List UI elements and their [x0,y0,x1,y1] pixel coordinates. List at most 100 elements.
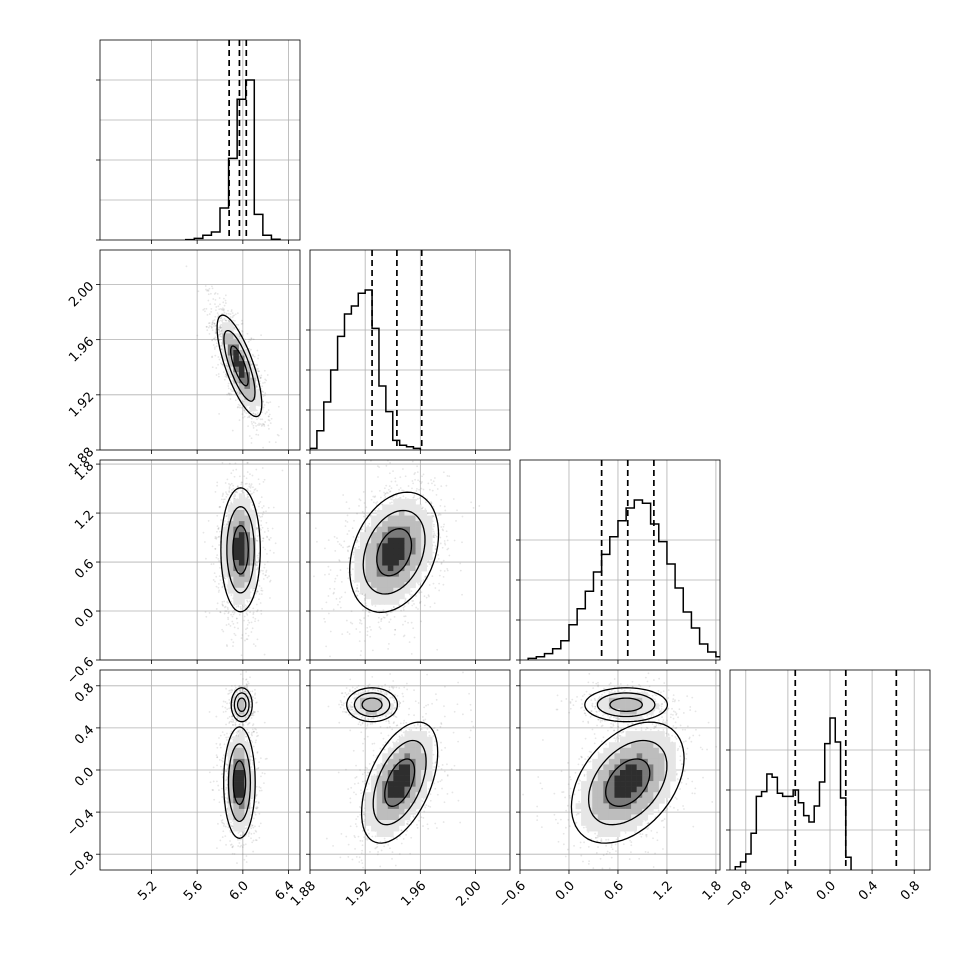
scatter-point [334,550,337,552]
scatter-point [369,611,371,614]
density-cell [376,510,383,516]
density-cell [382,526,389,533]
scatter-point [240,490,243,492]
scatter-point [206,329,209,332]
density-cell [415,521,422,527]
scatter-point [461,541,463,544]
scatter-point [413,636,416,639]
scatter-point [360,528,363,531]
scatter-point [452,498,455,500]
scatter-point [243,475,246,478]
scatter-point [470,501,473,504]
scatter-point [404,599,407,601]
scatter-point [421,507,424,510]
scatter-point [402,608,405,611]
scatter-point [339,606,342,609]
scatter-point [332,592,335,595]
scatter-point [433,532,436,535]
scatter-point [359,622,361,624]
scatter-point [234,684,236,687]
scatter-point [398,496,401,499]
scatter-point [241,481,244,484]
scatter-point [222,501,225,504]
scatter-point [260,496,263,499]
scatter-point [410,652,413,655]
scatter-point [220,362,222,365]
scatter-point [370,628,372,631]
scatter-point [369,626,371,628]
scatter-point [261,385,264,388]
density-cell [365,554,372,561]
density-cell [227,548,234,555]
scatter-point [234,328,236,331]
scatter-point [225,624,228,626]
scatter-point [367,525,369,527]
scatter-point [375,502,377,505]
scatter-point [252,354,255,357]
scatter-point [217,328,220,331]
scatter-point [216,514,219,517]
scatter-point [210,310,213,313]
scatter-point [388,621,391,623]
scatter-point [267,415,270,418]
scatter-point [434,587,437,589]
density-cell [233,383,240,390]
scatter-point [388,485,391,488]
density-cell [227,582,234,589]
scatter-point [343,540,346,543]
scatter-point [257,416,260,419]
density-cell [244,515,251,522]
scatter-point [241,330,244,333]
density-cell [227,565,234,572]
scatter-point [243,615,246,618]
scatter-point [251,492,254,495]
scatter-point [431,489,434,492]
density-cell [393,510,400,516]
scatter-point [257,367,259,370]
scatter-point [224,373,227,376]
density-cell [233,593,240,600]
histogram-panel-2 [516,459,721,664]
scatter-point [228,393,231,396]
density-cell [244,400,251,406]
scatter-point [252,486,254,489]
scatter-point [222,301,225,304]
scatter-point [226,601,228,603]
scatter-point [224,610,227,613]
scatter-point [269,579,272,582]
density-cell [415,576,422,583]
scatter-point [352,553,355,556]
scatter-point [221,307,224,310]
scatter-point [261,408,264,411]
density-cell [404,576,411,583]
scatter-point [245,628,247,631]
density-cell [426,548,433,555]
density-cell [393,521,400,527]
scatter-point [402,635,405,638]
density-cell [376,521,383,527]
scatter-point [256,610,258,613]
scatter-point [415,499,418,501]
scatter-point [324,573,326,576]
density-cell [393,504,400,511]
scatter-point [251,696,254,698]
scatter-point [229,388,232,391]
scatter-point [252,613,255,616]
scatter-point [407,601,410,604]
scatter-point [363,594,366,597]
density-cell [376,598,383,605]
scatter-point [239,673,242,676]
density-cell [371,515,377,522]
scatter-point [225,362,228,365]
scatter-point [249,600,251,603]
scatter-point [424,508,427,511]
scatter-point [342,494,345,496]
scatter-point [220,332,223,335]
scatter-point [442,559,445,562]
density-cell [255,388,262,395]
scatter-point [261,526,264,529]
scatter-point [253,355,256,358]
scatter-point [215,332,217,335]
scatter-point [219,505,222,508]
scatter-point [224,302,227,304]
